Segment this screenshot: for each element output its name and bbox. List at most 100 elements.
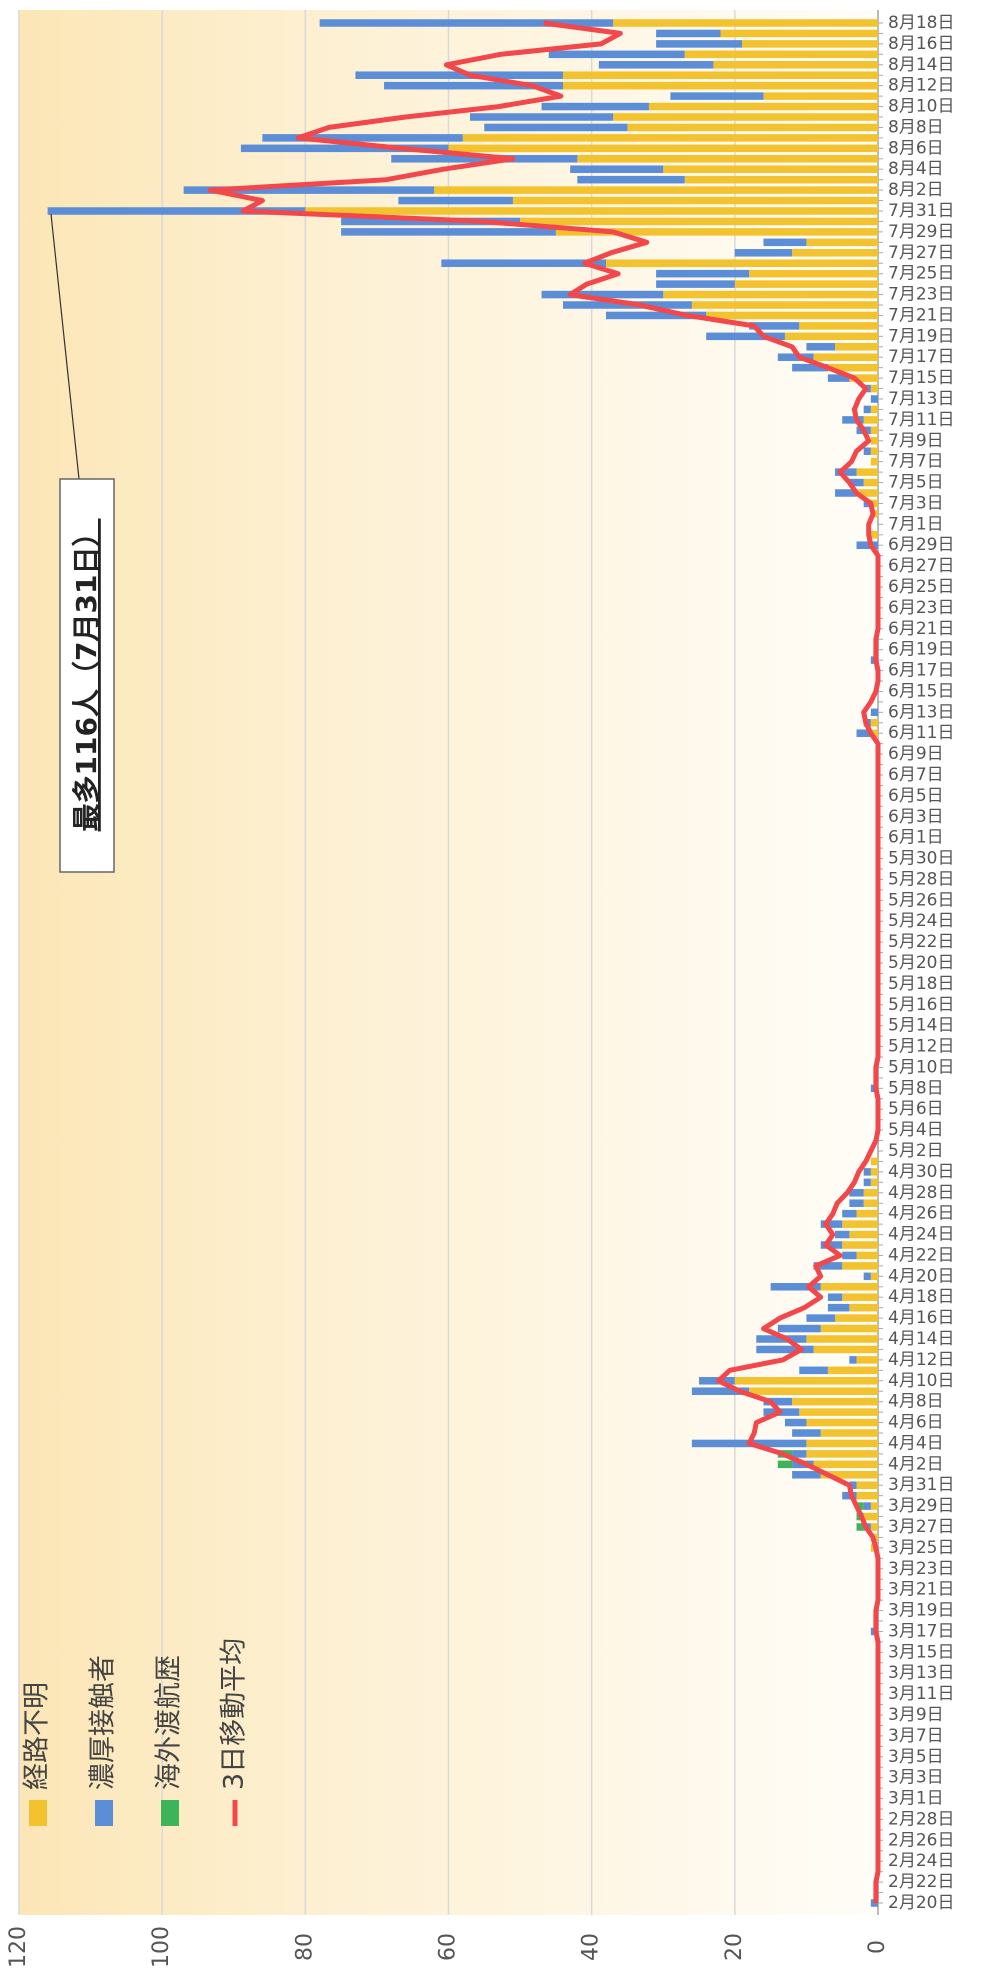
- bar: [806, 238, 878, 247]
- y-tick-label: 2月24日: [888, 1851, 954, 1871]
- bar: [849, 478, 864, 487]
- bar: [792, 1429, 821, 1437]
- bar: [770, 1283, 821, 1291]
- bar: [541, 290, 664, 299]
- bar: [870, 395, 878, 403]
- y-tick-label: 6月17日: [888, 661, 954, 681]
- bar: [806, 343, 836, 351]
- y-tick-label: 5月16日: [888, 995, 954, 1015]
- y-tick-label: 4月22日: [888, 1245, 954, 1265]
- y-tick-label: 5月4日: [888, 1120, 944, 1140]
- y-tick-label: 3月21日: [888, 1580, 954, 1600]
- bar: [842, 1251, 857, 1260]
- bar: [842, 1241, 878, 1249]
- bar: [870, 1168, 878, 1176]
- bar: [305, 207, 878, 215]
- y-tick-label: 3月5日: [888, 1747, 944, 1767]
- y-tick-label: 5月28日: [888, 869, 954, 889]
- y-tick-label: 3月9日: [888, 1705, 944, 1725]
- bar: [648, 102, 878, 111]
- y-tick-label: 4月8日: [888, 1392, 944, 1412]
- bar: [870, 1502, 878, 1510]
- bar: [541, 102, 649, 111]
- bar: [713, 61, 878, 69]
- bar: [684, 175, 878, 184]
- bar: [870, 729, 878, 737]
- bar: [813, 1262, 843, 1270]
- y-tick-label: 2月28日: [888, 1809, 954, 1829]
- bar: [870, 719, 878, 727]
- bar: [863, 416, 878, 424]
- legend-swatch: [95, 1800, 113, 1826]
- y-tick-label: 3月27日: [888, 1517, 954, 1537]
- x-tick-label: 40: [579, 1933, 604, 1961]
- y-tick-label: 5月8日: [888, 1078, 944, 1098]
- bar: [835, 489, 857, 497]
- bar: [484, 123, 628, 132]
- legend-label: 経路不明: [22, 1682, 53, 1790]
- y-tick-label: 6月7日: [888, 765, 944, 785]
- bar: [870, 1272, 878, 1281]
- bar: [520, 217, 878, 226]
- y-tick-label: 5月20日: [888, 953, 954, 973]
- y-tick-label: 2月22日: [888, 1872, 954, 1892]
- bar: [777, 1324, 821, 1333]
- y-tick-label: 6月3日: [888, 807, 944, 827]
- bar: [434, 186, 878, 194]
- y-tick-label: 6月9日: [888, 744, 944, 764]
- y-tick-label: 5月2日: [888, 1141, 944, 1161]
- y-tick-label: 5月12日: [888, 1037, 954, 1057]
- bar: [684, 50, 878, 59]
- bar: [462, 134, 878, 142]
- y-tick-label: 7月3日: [888, 493, 944, 513]
- y-tick-label: 4月4日: [888, 1433, 944, 1453]
- y-tick-label: 4月10日: [888, 1371, 954, 1391]
- y-tick-label: 8月16日: [888, 34, 954, 54]
- bar: [870, 1157, 878, 1166]
- bar: [849, 1481, 857, 1489]
- bar: [605, 259, 878, 267]
- bar: [863, 447, 871, 455]
- bar: [183, 186, 435, 194]
- y-tick-label: 6月29日: [888, 535, 954, 555]
- bar: [863, 478, 878, 487]
- bar: [691, 1387, 750, 1395]
- y-tick-label: 8月12日: [888, 76, 954, 96]
- y-tick-label: 7月1日: [888, 514, 944, 534]
- moving-average-line: [207, 20, 881, 1903]
- bar: [856, 1491, 878, 1500]
- legend-swatch: [161, 1800, 179, 1826]
- y-tick-label: 3月17日: [888, 1621, 954, 1641]
- y-tick-label: 7月27日: [888, 243, 954, 263]
- y-tick-label: 3月23日: [888, 1559, 954, 1579]
- y-tick-label: 4月2日: [888, 1454, 944, 1474]
- bar: [856, 1251, 878, 1260]
- bar: [656, 280, 735, 288]
- bar: [749, 1387, 878, 1395]
- y-tick-label: 4月20日: [888, 1266, 954, 1286]
- bar: [813, 1460, 878, 1469]
- bar: [870, 384, 878, 393]
- bar: [577, 175, 685, 184]
- bar: [820, 1241, 843, 1249]
- y-tick-label: 7月17日: [888, 347, 954, 367]
- bar: [856, 1481, 878, 1489]
- bar: [656, 269, 750, 278]
- bar: [570, 165, 664, 173]
- y-tick-label: 3月31日: [888, 1475, 954, 1495]
- y-tick-label: 7月19日: [888, 326, 954, 346]
- bar: [763, 92, 878, 100]
- bar: [863, 1199, 878, 1207]
- y-tick-label: 3月29日: [888, 1496, 954, 1516]
- bar: [863, 1502, 871, 1510]
- y-tick-label: 3月11日: [888, 1684, 954, 1704]
- bar: [827, 363, 878, 372]
- bar: [663, 165, 878, 173]
- plot: 0 20 40 60 80 100 120 2月20日2月22日2月24日2月26日2月28日…: [6, 10, 954, 1968]
- bar: [820, 1429, 878, 1437]
- bar: [355, 71, 564, 79]
- bar: [656, 29, 721, 38]
- y-tick-label: 7月15日: [888, 368, 954, 388]
- bar: [856, 541, 878, 549]
